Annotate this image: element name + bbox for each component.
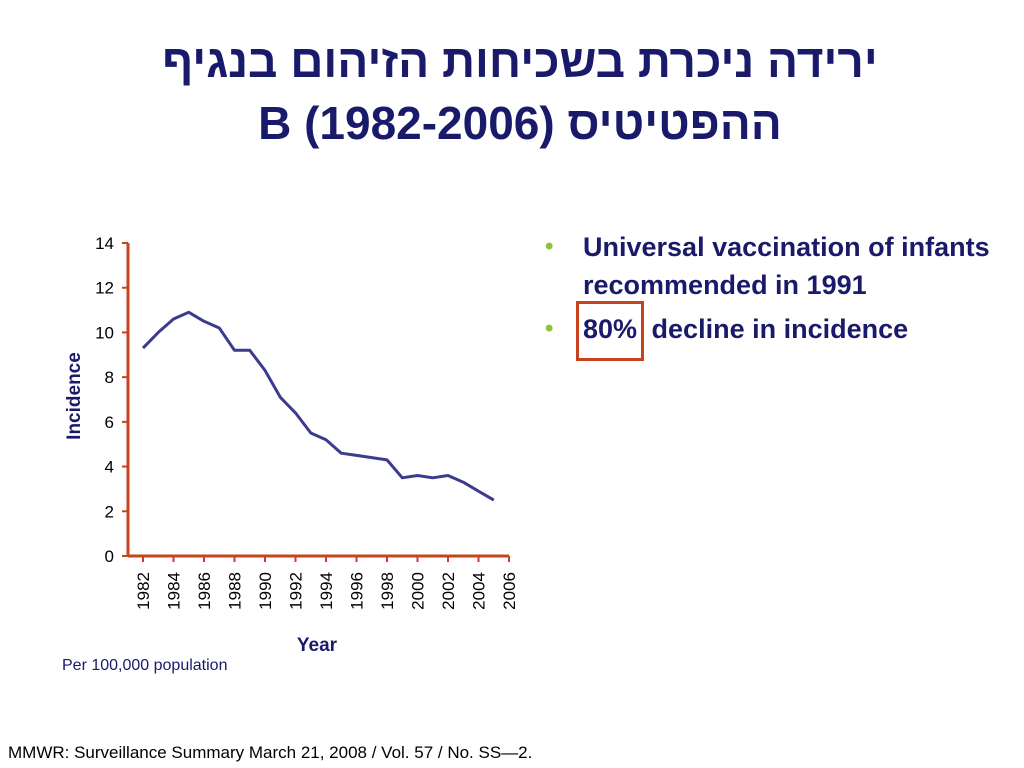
y-tick-label: 10 [95, 323, 114, 342]
bullet-vaccination: • Universal vaccination of infants recom… [545, 228, 1005, 304]
x-tick-label: 1988 [226, 572, 245, 610]
y-tick-label: 8 [105, 368, 114, 387]
y-tick-label: 6 [105, 413, 114, 432]
slide-title: ירידה ניכרת בשכיחות הזיהום בנגיף ההפטיטי… [40, 30, 1000, 154]
y-tick-label: 14 [95, 234, 114, 253]
x-tick-label: 1986 [195, 572, 214, 610]
y-tick-label: 2 [105, 502, 114, 521]
bullet-text: decline in incidence [644, 314, 909, 344]
title-line-1: ירידה ניכרת בשכיחות הזיהום בנגיף [162, 35, 878, 87]
y-tick-label: 0 [105, 547, 114, 566]
series-line [141, 310, 495, 502]
x-tick-label: 2002 [439, 572, 458, 610]
incidence-line-chart: 0 2 4 6 8 10 12 14 1982 1984 1986 1988 1990 1992 1994… [64, 234, 519, 656]
y-tick-label: 12 [95, 279, 114, 298]
x-tick-label: 1992 [287, 572, 306, 610]
y-axis-title: Incidence [64, 352, 85, 440]
bullet-decline: • 80% decline in incidence [545, 301, 1005, 361]
y-tick-label: 4 [105, 458, 114, 477]
x-tick-label: 1982 [134, 572, 153, 610]
x-tick-label: 1994 [317, 572, 336, 610]
highlight-box: 80% [576, 301, 645, 361]
x-tick-label: 1998 [378, 572, 397, 610]
bullet-list: • Universal vaccination of infants recom… [545, 228, 1005, 361]
x-tick-label: 1990 [256, 572, 275, 610]
x-tick-label: 1996 [348, 572, 367, 610]
source-citation: MMWR: Surveillance Summary March 21, 200… [8, 743, 533, 762]
x-tick-label: 2000 [409, 572, 428, 610]
x-tick-label: 1984 [165, 572, 184, 610]
population-note: Per 100,000 population [62, 657, 228, 674]
bullet-dot-icon: • [545, 233, 554, 260]
x-axis-title: Year [297, 635, 338, 656]
bullet-text: Universal vaccination of infants recomme… [583, 232, 990, 300]
x-tick-label: 2004 [470, 572, 489, 610]
x-tick-label: 2006 [500, 572, 519, 610]
title-line-2: ההפטיטיס B (1982-2006) [258, 97, 782, 149]
bullet-dot-icon: • [545, 315, 554, 342]
